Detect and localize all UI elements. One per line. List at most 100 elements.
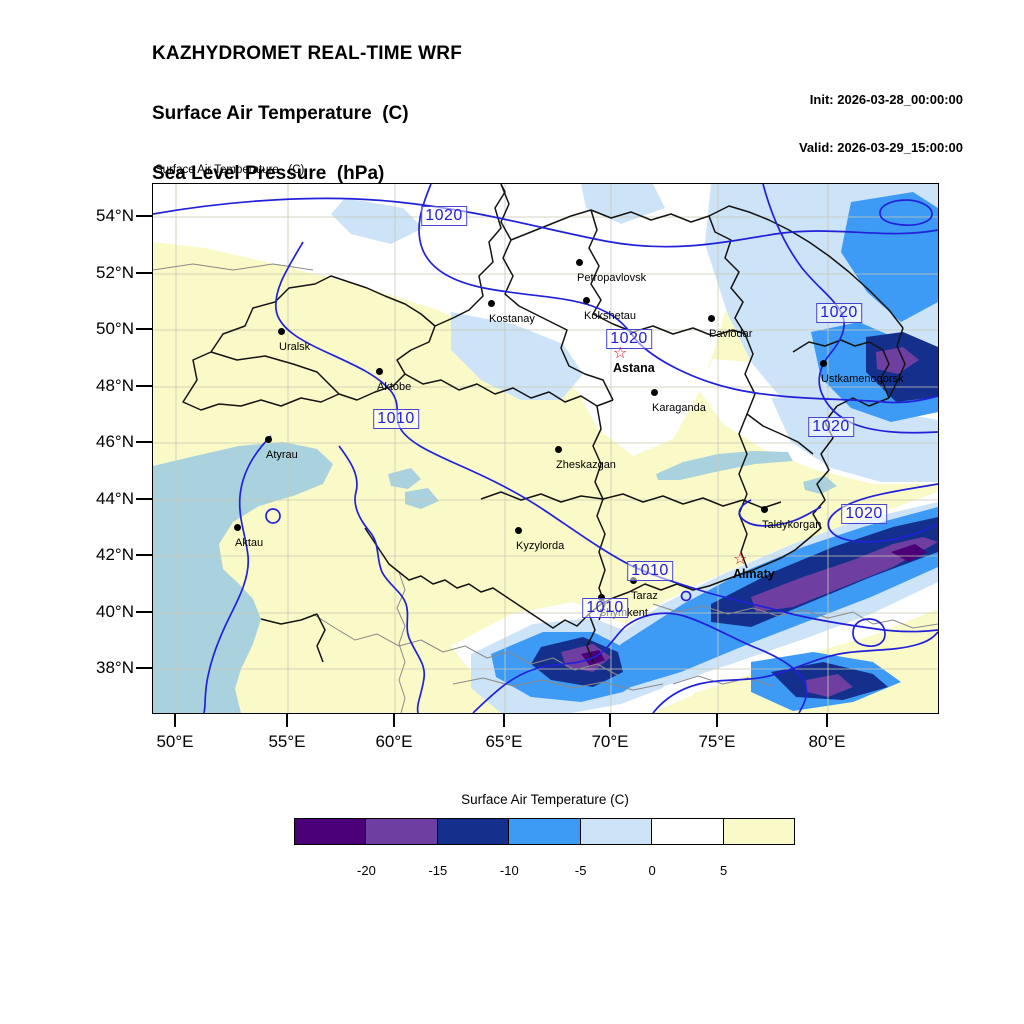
capital-star-icon: ☆: [733, 551, 748, 568]
lon-tick-mark: [826, 713, 828, 727]
city-dot: [708, 315, 715, 323]
lake-balkhash: [656, 451, 793, 480]
city-dot: [234, 524, 241, 532]
lon-tick-label: 55°E: [268, 732, 306, 751]
graticule-layer: [153, 184, 938, 713]
colorbar-tick-label: -20: [357, 863, 376, 878]
city-dot: [488, 300, 495, 308]
capital-marker: ☆ Almaty: [733, 551, 775, 582]
city-dot: [583, 297, 590, 305]
lon-tick-mark: [609, 713, 611, 727]
city-label: Taldykorgan: [762, 519, 822, 531]
city-dot: [265, 436, 272, 444]
city-dot: [515, 527, 522, 535]
lon-tick-mark: [393, 713, 395, 727]
lon-tick-label: 50°E: [156, 732, 194, 751]
city-marker: Taldykorgan: [761, 501, 821, 531]
capital-marker: ☆ Astana: [613, 345, 655, 376]
pressure-contour-label: 1020: [841, 504, 887, 524]
colorbar-tick-label: -10: [499, 863, 519, 878]
lat-tick-label: 40°N: [96, 602, 134, 621]
lon-tick-mark: [174, 713, 176, 727]
city-marker: Karaganda: [651, 384, 706, 414]
capital-label: Astana: [613, 361, 655, 375]
colorbar-segment: [508, 818, 581, 845]
city-label: Aktobe: [377, 381, 412, 393]
colorbar-segment: [651, 818, 724, 845]
caspian-sea: [153, 442, 333, 713]
capital-label: Almaty: [733, 567, 775, 581]
city-marker: Zheskazgan: [555, 441, 616, 471]
lat-tick-mark: [136, 385, 152, 387]
legend-temperature: Surface Air Temperature (C): [155, 164, 305, 176]
lon-tick-label: 70°E: [591, 732, 629, 751]
lat-tick-mark: [136, 554, 152, 556]
city-dot: [598, 594, 605, 602]
pressure-contour-label: 1020: [606, 329, 652, 349]
aral-sea-south: [405, 488, 439, 509]
oblast-border-layer: [182, 184, 906, 663]
city-label: Zheskazgan: [556, 459, 616, 471]
city-label: Aktau: [235, 537, 264, 549]
pressure-contour-label: 1010: [627, 561, 673, 581]
city-label: Pavlodar: [709, 328, 753, 340]
pressure-contour-label: 1010: [373, 409, 419, 429]
pressure-contour-layer: [153, 184, 938, 713]
city-dot: [820, 360, 827, 368]
pressure-contour-label: 1010: [582, 598, 628, 618]
lat-tick-label: 48°N: [96, 376, 134, 395]
city-dot: [761, 506, 768, 514]
colorbar-segment: [722, 818, 795, 845]
colorbar-tick-label: 5: [719, 863, 728, 878]
lat-tick-mark: [136, 498, 152, 500]
colorbar-segment: [365, 818, 438, 845]
header-title-block: KAZHYDROMET REAL-TIME WRF Surface Air Te…: [152, 6, 462, 222]
colorbar-segment: [294, 818, 367, 845]
pressure-contour-label: 1020: [816, 303, 862, 323]
city-marker: Kyzylorda: [515, 522, 564, 552]
lon-tick-label: 80°E: [808, 732, 846, 751]
page-subtitle-pressure: Sea Level Pressure (hPa): [152, 163, 385, 184]
city-label: Petropavlovsk: [577, 272, 647, 284]
city-marker: Ustkamenogorsk: [820, 355, 904, 385]
lat-tick-mark: [136, 328, 152, 330]
capital-star-icon: ☆: [613, 345, 628, 362]
city-marker: Aktobe: [376, 363, 411, 393]
aral-sea-north: [388, 468, 421, 489]
colorbar-segment: [579, 818, 653, 845]
lon-tick-label: 75°E: [698, 732, 736, 751]
water-bodies-layer: [153, 442, 837, 713]
lat-tick-mark: [136, 215, 152, 217]
city-dot: [555, 446, 562, 454]
colorbar-title: Surface Air Temperature (C): [461, 792, 629, 807]
city-label: Kyzylorda: [516, 540, 565, 552]
lon-tick-mark: [716, 713, 718, 727]
init-time: Init: 2026-03-28_00:00:00: [809, 92, 963, 107]
lon-tick-mark: [503, 713, 505, 727]
lat-tick-label: 46°N: [96, 432, 134, 451]
lat-tick-mark: [136, 667, 152, 669]
weather-map: 1020 1020 1020 1010 1020 1020 1010 1010 Petropa…: [152, 183, 939, 714]
lon-tick-mark: [286, 713, 288, 727]
city-label: Atyrau: [266, 449, 298, 461]
lake-alakol: [803, 476, 837, 494]
lat-tick-mark: [136, 272, 152, 274]
city-marker: Pavlodar: [708, 310, 752, 340]
city-marker: Kostanay: [488, 295, 535, 325]
city-label: Uralsk: [279, 341, 311, 353]
city-dot: [278, 328, 285, 336]
colorbar-segment: [436, 818, 510, 845]
lat-tick-label: 38°N: [96, 658, 134, 677]
city-dot: [376, 368, 383, 376]
weather-map-canvas: [153, 184, 938, 713]
city-label: Kostanay: [489, 313, 535, 325]
colorbar-tick-label: -15: [428, 863, 448, 878]
colorbar-tick-label: 0: [648, 863, 656, 878]
city-dot: [651, 389, 658, 397]
colorbar-tick-label: -5: [574, 863, 587, 878]
pressure-contour-label: 1020: [808, 417, 854, 437]
lat-tick-label: 44°N: [96, 489, 134, 508]
city-label: Karaganda: [652, 402, 706, 414]
page-title: KAZHYDROMET REAL-TIME WRF: [152, 43, 463, 64]
